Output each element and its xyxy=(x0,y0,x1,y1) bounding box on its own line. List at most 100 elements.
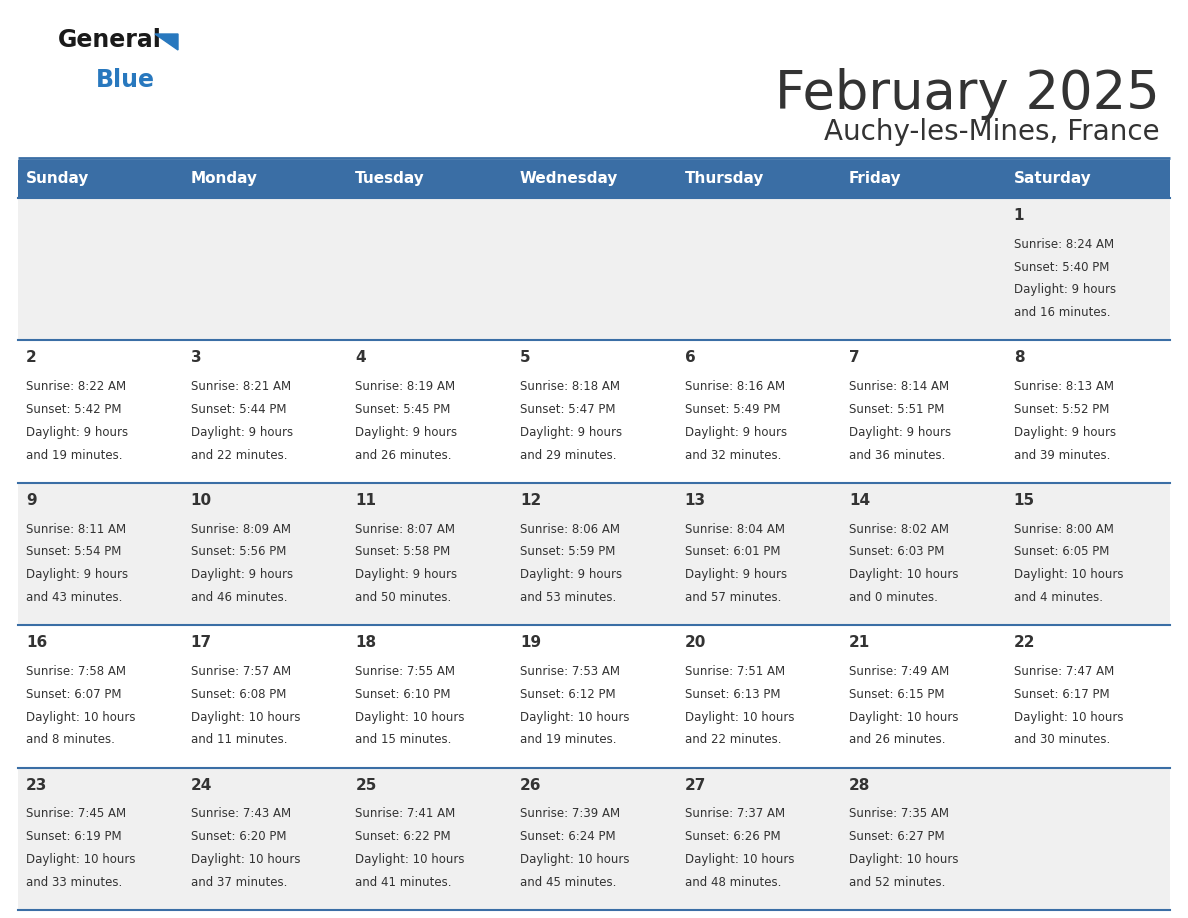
Text: and 43 minutes.: and 43 minutes. xyxy=(26,591,122,604)
Text: Sunday: Sunday xyxy=(26,172,89,186)
Text: and 19 minutes.: and 19 minutes. xyxy=(26,449,122,462)
Bar xyxy=(183,625,347,767)
Bar xyxy=(1005,483,1170,625)
Text: Sunset: 6:12 PM: Sunset: 6:12 PM xyxy=(520,688,615,700)
Text: Sunset: 5:54 PM: Sunset: 5:54 PM xyxy=(26,545,121,558)
Text: Daylight: 9 hours: Daylight: 9 hours xyxy=(355,568,457,581)
Text: Monday: Monday xyxy=(191,172,258,186)
Text: Daylight: 9 hours: Daylight: 9 hours xyxy=(520,426,623,439)
Text: Sunrise: 7:47 AM: Sunrise: 7:47 AM xyxy=(1013,665,1114,678)
Bar xyxy=(512,160,676,198)
Text: Daylight: 10 hours: Daylight: 10 hours xyxy=(191,711,301,723)
Text: February 2025: February 2025 xyxy=(776,68,1159,120)
Bar xyxy=(841,767,1005,910)
Text: Sunset: 5:56 PM: Sunset: 5:56 PM xyxy=(191,545,286,558)
Text: Daylight: 10 hours: Daylight: 10 hours xyxy=(849,568,959,581)
Text: and 52 minutes.: and 52 minutes. xyxy=(849,876,946,889)
Bar xyxy=(347,160,512,198)
Text: Daylight: 9 hours: Daylight: 9 hours xyxy=(26,426,128,439)
Text: Daylight: 9 hours: Daylight: 9 hours xyxy=(849,426,952,439)
Text: 19: 19 xyxy=(520,635,541,650)
Text: Sunset: 6:22 PM: Sunset: 6:22 PM xyxy=(355,830,451,844)
Text: 3: 3 xyxy=(191,351,202,365)
Text: Daylight: 10 hours: Daylight: 10 hours xyxy=(191,853,301,866)
Text: Sunrise: 8:16 AM: Sunrise: 8:16 AM xyxy=(684,380,784,393)
Bar xyxy=(841,625,1005,767)
Text: Daylight: 9 hours: Daylight: 9 hours xyxy=(1013,426,1116,439)
Text: General: General xyxy=(58,28,162,52)
Text: Sunrise: 8:18 AM: Sunrise: 8:18 AM xyxy=(520,380,620,393)
Text: Sunset: 5:51 PM: Sunset: 5:51 PM xyxy=(849,403,944,416)
Text: 16: 16 xyxy=(26,635,48,650)
Text: 17: 17 xyxy=(191,635,211,650)
Bar xyxy=(183,198,347,341)
Text: and 26 minutes.: and 26 minutes. xyxy=(355,449,451,462)
Text: and 30 minutes.: and 30 minutes. xyxy=(1013,733,1110,746)
Text: Sunrise: 7:37 AM: Sunrise: 7:37 AM xyxy=(684,808,784,821)
Text: Auchy-les-Mines, France: Auchy-les-Mines, France xyxy=(824,118,1159,146)
Text: and 45 minutes.: and 45 minutes. xyxy=(520,876,617,889)
Text: Sunset: 5:45 PM: Sunset: 5:45 PM xyxy=(355,403,450,416)
Text: Daylight: 9 hours: Daylight: 9 hours xyxy=(355,426,457,439)
Text: Daylight: 9 hours: Daylight: 9 hours xyxy=(191,568,293,581)
Text: Sunrise: 7:51 AM: Sunrise: 7:51 AM xyxy=(684,665,784,678)
Text: 28: 28 xyxy=(849,778,871,792)
Bar xyxy=(676,341,841,483)
Bar xyxy=(512,625,676,767)
Text: and 33 minutes.: and 33 minutes. xyxy=(26,876,122,889)
Text: Daylight: 9 hours: Daylight: 9 hours xyxy=(520,568,623,581)
Text: 18: 18 xyxy=(355,635,377,650)
Text: and 48 minutes.: and 48 minutes. xyxy=(684,876,781,889)
Text: Sunrise: 8:13 AM: Sunrise: 8:13 AM xyxy=(1013,380,1113,393)
Text: Sunrise: 8:00 AM: Sunrise: 8:00 AM xyxy=(1013,522,1113,536)
Text: Wednesday: Wednesday xyxy=(520,172,618,186)
Text: and 36 minutes.: and 36 minutes. xyxy=(849,449,946,462)
Text: Sunset: 6:19 PM: Sunset: 6:19 PM xyxy=(26,830,122,844)
Text: 24: 24 xyxy=(191,778,213,792)
Bar xyxy=(183,341,347,483)
Bar xyxy=(347,625,512,767)
Bar xyxy=(512,483,676,625)
Text: 11: 11 xyxy=(355,493,377,508)
Text: Sunset: 6:08 PM: Sunset: 6:08 PM xyxy=(191,688,286,700)
Text: Daylight: 10 hours: Daylight: 10 hours xyxy=(355,711,465,723)
Text: 2: 2 xyxy=(26,351,37,365)
Text: Sunrise: 8:07 AM: Sunrise: 8:07 AM xyxy=(355,522,455,536)
Bar xyxy=(1005,625,1170,767)
Text: 10: 10 xyxy=(191,493,211,508)
Bar xyxy=(841,160,1005,198)
Text: 5: 5 xyxy=(520,351,531,365)
Text: and 22 minutes.: and 22 minutes. xyxy=(684,733,781,746)
Text: and 39 minutes.: and 39 minutes. xyxy=(1013,449,1110,462)
Text: Daylight: 9 hours: Daylight: 9 hours xyxy=(684,426,786,439)
Bar xyxy=(512,198,676,341)
Text: and 57 minutes.: and 57 minutes. xyxy=(684,591,781,604)
Text: Daylight: 10 hours: Daylight: 10 hours xyxy=(849,853,959,866)
Text: Sunrise: 7:49 AM: Sunrise: 7:49 AM xyxy=(849,665,949,678)
Text: Daylight: 9 hours: Daylight: 9 hours xyxy=(1013,284,1116,297)
Text: Sunset: 5:44 PM: Sunset: 5:44 PM xyxy=(191,403,286,416)
Text: Daylight: 9 hours: Daylight: 9 hours xyxy=(26,568,128,581)
Text: Sunrise: 8:24 AM: Sunrise: 8:24 AM xyxy=(1013,238,1114,251)
Text: 23: 23 xyxy=(26,778,48,792)
Text: Sunrise: 7:41 AM: Sunrise: 7:41 AM xyxy=(355,808,456,821)
Text: 21: 21 xyxy=(849,635,871,650)
Text: 25: 25 xyxy=(355,778,377,792)
Text: and 19 minutes.: and 19 minutes. xyxy=(520,733,617,746)
Text: Sunrise: 7:57 AM: Sunrise: 7:57 AM xyxy=(191,665,291,678)
Text: 6: 6 xyxy=(684,351,695,365)
Text: and 4 minutes.: and 4 minutes. xyxy=(1013,591,1102,604)
Text: Sunset: 6:07 PM: Sunset: 6:07 PM xyxy=(26,688,121,700)
Text: Daylight: 10 hours: Daylight: 10 hours xyxy=(520,853,630,866)
Text: Sunset: 6:24 PM: Sunset: 6:24 PM xyxy=(520,830,615,844)
Text: Sunset: 6:17 PM: Sunset: 6:17 PM xyxy=(1013,688,1110,700)
Bar xyxy=(18,767,183,910)
Text: and 8 minutes.: and 8 minutes. xyxy=(26,733,115,746)
Text: Sunrise: 8:11 AM: Sunrise: 8:11 AM xyxy=(26,522,126,536)
Text: Sunrise: 8:21 AM: Sunrise: 8:21 AM xyxy=(191,380,291,393)
Text: 4: 4 xyxy=(355,351,366,365)
Bar xyxy=(1005,198,1170,341)
Text: Sunset: 5:42 PM: Sunset: 5:42 PM xyxy=(26,403,121,416)
Text: 12: 12 xyxy=(520,493,542,508)
Text: Sunrise: 7:53 AM: Sunrise: 7:53 AM xyxy=(520,665,620,678)
